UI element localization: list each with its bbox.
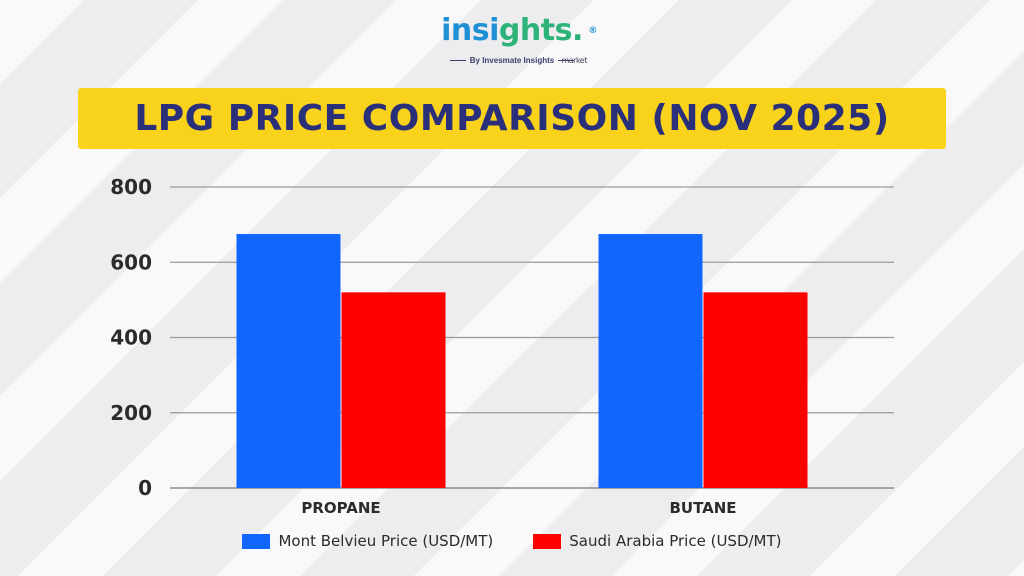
y-tick-label: 400 — [110, 326, 152, 350]
legend-item-series-1: Mont Belvieu Price (USD/MT) — [242, 532, 493, 550]
bar-propane-series-1 — [236, 234, 341, 488]
legend-item-series-2: Saudi Arabia Price (USD/MT) — [533, 532, 782, 550]
chart-title: LPG PRICE COMPARISON (NOV 2025) — [134, 98, 890, 139]
logo-sub: market — [561, 56, 587, 65]
bar-butane-series-2 — [703, 292, 808, 488]
logo-registered-mark: ® — [588, 26, 597, 36]
bar-butane-series-1 — [598, 234, 703, 488]
x-category-label: PROPANE — [301, 499, 380, 517]
legend-label: Saudi Arabia Price (USD/MT) — [569, 532, 782, 550]
chart-legend: Mont Belvieu Price (USD/MT) Saudi Arabia… — [0, 532, 1024, 550]
bar-propane-series-2 — [341, 292, 446, 488]
logo-tagline: By Invesmate Insights — [0, 56, 1024, 65]
legend-label: Mont Belvieu Price (USD/MT) — [278, 532, 494, 550]
legend-swatch — [242, 533, 271, 549]
y-tick-label: 0 — [138, 476, 152, 500]
y-tick-label: 600 — [110, 250, 152, 274]
x-category-label: BUTANE — [669, 499, 736, 517]
y-tick-label: 200 — [110, 401, 152, 425]
brand-logo: insights. ® market By Invesmate Insights — [0, 14, 1024, 66]
title-banner: LPG PRICE COMPARISON (NOV 2025) — [78, 88, 946, 149]
logo-wordmark: insights. ® market — [441, 14, 597, 66]
legend-swatch — [533, 533, 562, 549]
y-tick-label: 800 — [110, 175, 152, 199]
